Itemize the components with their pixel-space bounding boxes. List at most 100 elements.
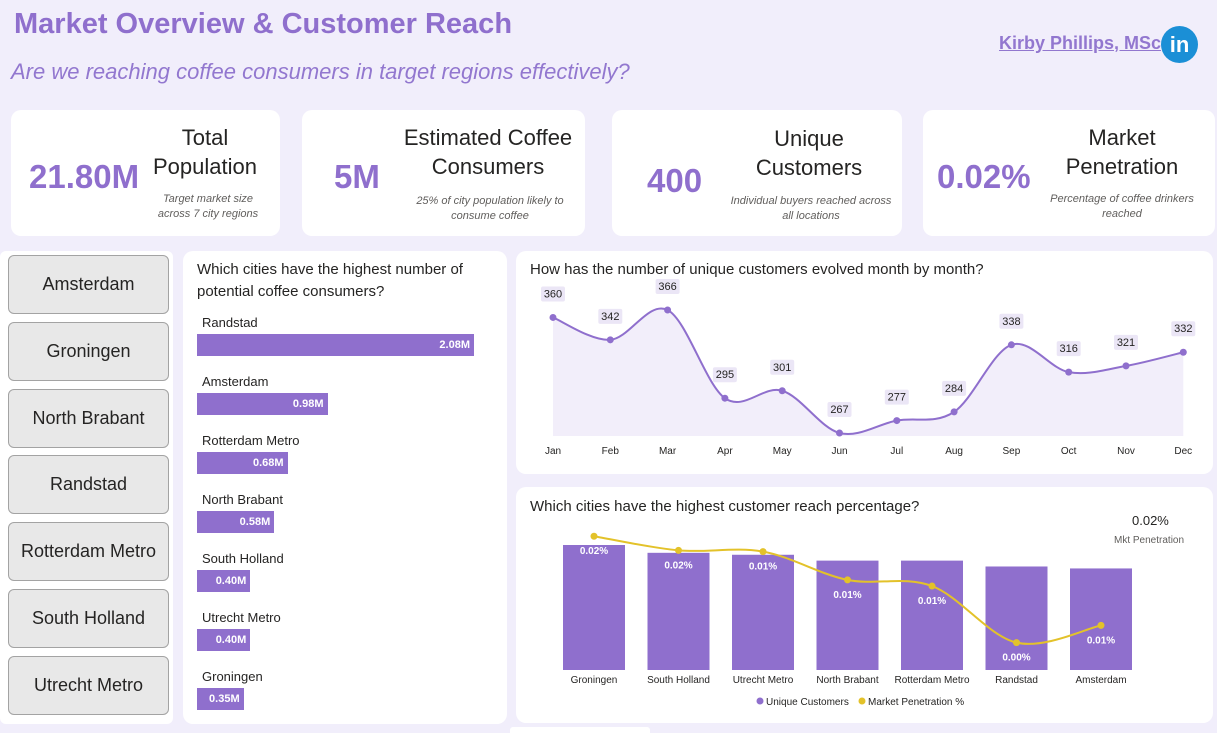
penetration-point[interactable] <box>928 582 936 590</box>
monthly-data-label: 360 <box>544 288 562 300</box>
consumers-bar-label: Rotterdam Metro <box>202 433 300 448</box>
monthly-point[interactable] <box>721 394 729 402</box>
penetration-point[interactable] <box>1013 639 1020 647</box>
penetration-point[interactable] <box>1097 621 1105 629</box>
monthly-data-label: 321 <box>1117 337 1135 349</box>
monthly-point[interactable] <box>664 306 672 314</box>
monthly-point[interactable] <box>836 429 843 437</box>
slicer-item-rotterdam-metro[interactable]: Rotterdam Metro <box>8 522 169 581</box>
monthly-point[interactable] <box>778 387 786 395</box>
consumers-bar-label: North Brabant <box>202 492 283 507</box>
author-link[interactable]: Kirby Phillips, MSc <box>999 33 1162 53</box>
monthly-point[interactable] <box>1007 341 1015 349</box>
monthly-data-label: 301 <box>773 362 791 374</box>
monthly-data-label-bg <box>770 359 795 375</box>
monthly-line-chart: 360 Jan 342 Feb 366 Mar 295 Apr 301 May 267 Jun 277 J… <box>541 279 1196 457</box>
monthly-x-tick: Feb <box>602 446 620 457</box>
monthly-data-label-bg <box>1114 334 1138 350</box>
monthly-x-tick: Dec <box>1174 446 1192 457</box>
reach-x-tick: Amsterdam <box>1075 675 1126 686</box>
penetration-point[interactable] <box>844 576 851 584</box>
page-tab-handle[interactable] <box>510 727 650 733</box>
consumers-bar-value: 2.08M <box>439 339 470 351</box>
monthly-data-label-bg <box>884 389 909 405</box>
reach-x-tick: Rotterdam Metro <box>894 675 969 686</box>
consumers-bar-label: Utrecht Metro <box>202 610 281 625</box>
penetration-point[interactable] <box>675 546 682 554</box>
monthly-data-label: 295 <box>716 369 734 381</box>
monthly-data-label: 366 <box>658 281 676 293</box>
kpi-value: 0.02% <box>937 158 1031 195</box>
consumers-bar[interactable]: 0.35M <box>197 688 244 710</box>
consumers-bar[interactable]: 0.98M <box>197 393 328 415</box>
monthly-area-fill <box>553 308 1184 436</box>
kpi-card-coffee-consumers: 5M Estimated Coffee Consumers 25% of cit… <box>302 110 585 236</box>
monthly-point[interactable] <box>1122 362 1130 370</box>
reach-bar[interactable] <box>1070 568 1132 670</box>
reach-bar[interactable] <box>901 560 963 670</box>
consumers-bar[interactable]: 0.40M <box>197 629 251 651</box>
consumers-bar[interactable]: 0.68M <box>197 452 288 474</box>
legend-customers-marker <box>756 697 764 705</box>
monthly-data-label: 284 <box>945 383 963 395</box>
monthly-point[interactable] <box>606 336 614 344</box>
monthly-data-label-bg <box>541 286 565 302</box>
legend-customers-label[interactable]: Unique Customers <box>766 697 849 708</box>
monthly-x-tick: Aug <box>945 446 963 457</box>
linkedin-icon[interactable]: in <box>1161 26 1198 63</box>
penetration-point[interactable] <box>590 532 598 540</box>
slicer-item-south-holland[interactable]: South Holland <box>8 589 169 648</box>
monthly-data-label: 277 <box>888 392 906 404</box>
consumers-bar-value: 0.58M <box>239 516 271 528</box>
legend-penetration-label[interactable]: Market Penetration % <box>868 697 964 708</box>
mkt-penetration-card-value: 0.02% <box>1132 513 1169 528</box>
monthly-data-label: 267 <box>830 404 848 416</box>
reach-x-tick: South Holland <box>647 675 710 686</box>
reach-bar[interactable] <box>563 545 625 670</box>
consumers-bar-value: 0.35M <box>209 693 240 705</box>
monthly-chart-title: How has the number of unique customers e… <box>530 261 984 278</box>
kpi-description: Individual buyers reached across all loc… <box>730 195 892 222</box>
kpi-label: Total Population <box>153 125 257 179</box>
reach-x-tick: Groningen <box>571 675 618 686</box>
reach-x-tick: Utrecht Metro <box>733 675 794 686</box>
consumers-bar[interactable]: 2.08M <box>197 334 474 356</box>
kpi-description: Percentage of coffee drinkers reached <box>1050 193 1194 220</box>
monthly-point[interactable] <box>950 408 958 416</box>
kpi-value: 400 <box>647 162 703 199</box>
monthly-point[interactable] <box>549 313 557 321</box>
page-subtitle: Are we reaching coffee consumers in targ… <box>11 59 630 84</box>
reach-bar[interactable] <box>647 552 710 670</box>
monthly-x-tick: Apr <box>717 446 733 457</box>
monthly-point[interactable] <box>893 417 901 425</box>
consumers-bar[interactable]: 0.58M <box>197 511 275 533</box>
kpi-description: Target market size across 7 city regions <box>157 193 259 220</box>
monthly-data-label-bg <box>598 308 623 324</box>
reach-bar[interactable] <box>985 566 1048 670</box>
kpi-description: 25% of city population likely to consume… <box>416 195 564 222</box>
slicer-item-utrecht-metro[interactable]: Utrecht Metro <box>8 656 169 715</box>
monthly-data-label-bg <box>1056 341 1081 357</box>
reach-bar[interactable] <box>732 554 794 670</box>
monthly-point[interactable] <box>1179 348 1187 356</box>
monthly-x-tick: Oct <box>1061 446 1077 457</box>
monthly-x-tick: Jul <box>890 446 903 457</box>
slicer-item-north-brabant[interactable]: North Brabant <box>8 389 169 448</box>
monthly-point[interactable] <box>1065 368 1073 376</box>
consumers-bar-value: 0.98M <box>292 398 324 410</box>
slicer-item-groningen[interactable]: Groningen <box>8 322 169 381</box>
consumers-bar-label: South Holland <box>202 551 284 566</box>
monthly-x-tick: Jan <box>545 446 561 457</box>
monthly-x-tick: Nov <box>1117 446 1135 457</box>
consumers-bar-label: Groningen <box>202 669 263 684</box>
reach-x-tick: North Brabant <box>816 675 878 686</box>
consumers-bar[interactable]: 0.40M <box>197 570 251 592</box>
monthly-x-tick: May <box>773 446 792 457</box>
monthly-data-label: 338 <box>1002 316 1020 328</box>
penetration-point[interactable] <box>759 548 767 556</box>
slicer-item-amsterdam[interactable]: Amsterdam <box>8 255 169 314</box>
slicer-item-randstad[interactable]: Randstad <box>8 455 169 514</box>
monthly-data-label-bg <box>655 279 680 294</box>
consumers-bar-value: 0.40M <box>215 575 247 587</box>
kpi-value: 5M <box>334 158 380 195</box>
